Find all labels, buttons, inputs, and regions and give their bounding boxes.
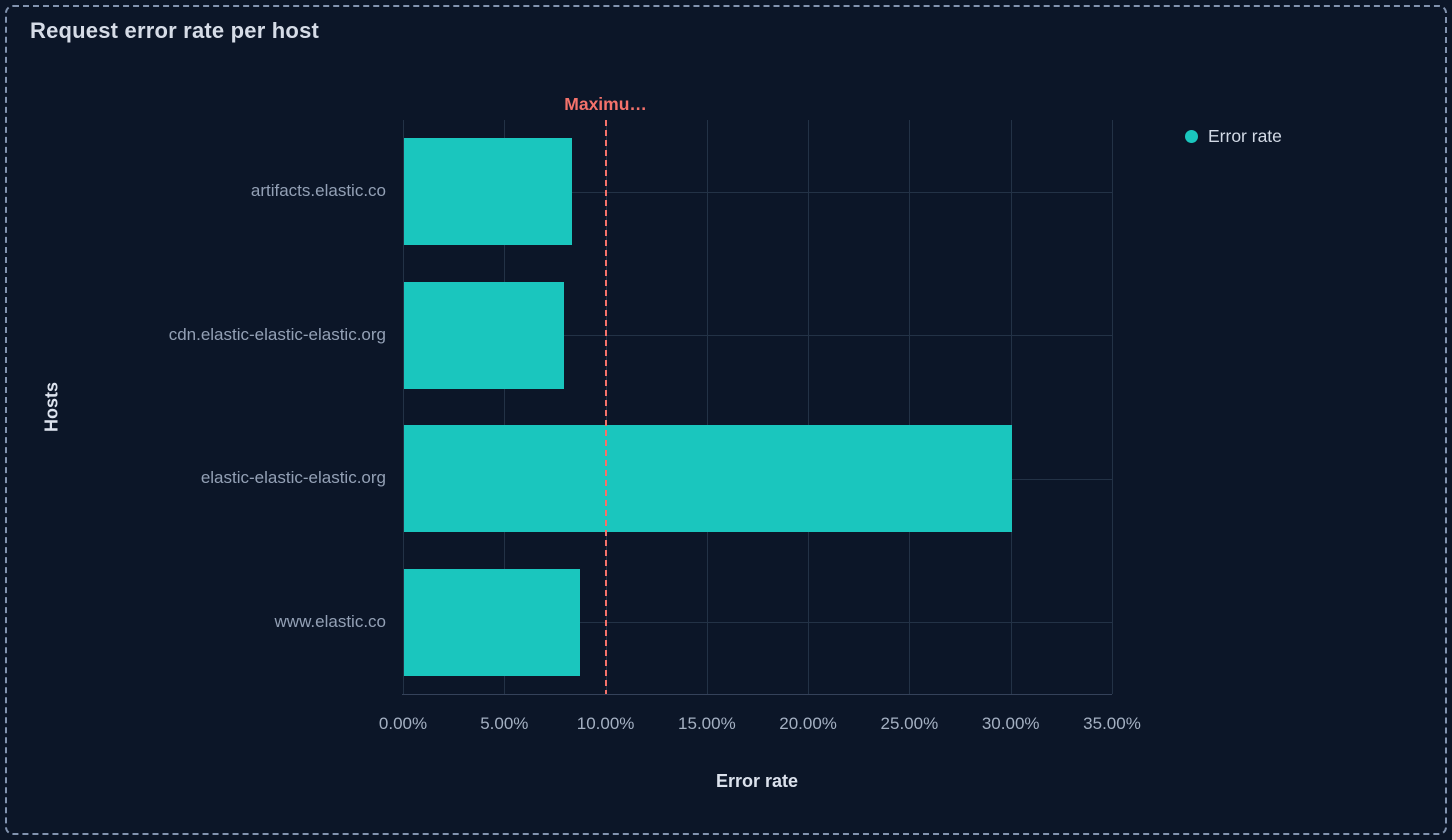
x-axis-tick-label: 10.00% [576, 714, 635, 733]
x-axis-title: Error rate [715, 771, 799, 791]
legend-series-label[interactable]: Error rate [1208, 126, 1282, 146]
legend-item-error-rate[interactable]: Error rate [1185, 126, 1282, 147]
threshold-annotation-label: Maximu… [564, 94, 647, 114]
legend-series-dot-icon [1185, 130, 1198, 143]
x-axis-tick-label: 0.00% [378, 714, 428, 733]
gridline-vertical [706, 120, 708, 694]
gridline-vertical [808, 120, 810, 694]
y-axis-category-label: cdn.elastic-elastic-elastic.org [168, 324, 386, 344]
gridline-vertical [1112, 120, 1113, 694]
x-axis-tick-label: 30.00% [981, 714, 1040, 733]
panel-title: Request error rate per host [30, 18, 320, 43]
bar-artifacts.elastic.co[interactable] [404, 138, 573, 246]
y-axis-category-label: elastic-elastic-elastic.org [200, 468, 386, 488]
y-axis-category-label: artifacts.elastic.co [250, 181, 386, 201]
x-axis-tick-label: 35.00% [1083, 714, 1141, 733]
x-axis-line [402, 694, 1112, 695]
gridline-vertical [909, 120, 911, 694]
gridline-vertical [1010, 120, 1012, 694]
y-axis-title: Hosts [41, 381, 62, 433]
gridline-vertical [403, 120, 404, 694]
bar-www.elastic.co[interactable] [404, 568, 581, 676]
y-axis-category-label: www.elastic.co [274, 611, 386, 631]
gridline-horizontal [403, 622, 1112, 624]
gridline-vertical [504, 120, 506, 694]
x-axis-tick-label: 15.00% [678, 714, 736, 733]
gridline-horizontal [403, 335, 1112, 337]
bar-cdn.elastic-elastic-elastic.org[interactable] [404, 281, 564, 389]
x-axis-tick-label: 20.00% [779, 714, 837, 733]
gridline-horizontal [403, 191, 1112, 193]
x-axis-tick-label: 5.00% [480, 714, 529, 733]
x-axis-tick-label: 25.00% [880, 714, 939, 733]
bar-elastic-elastic-elastic.org[interactable] [404, 425, 1012, 533]
threshold-line [604, 120, 607, 694]
